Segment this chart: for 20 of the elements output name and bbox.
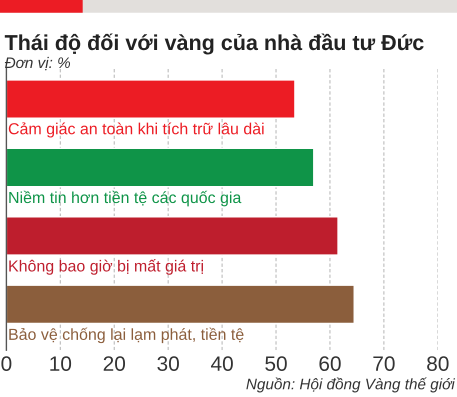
bar xyxy=(6,148,314,188)
chart-subtitle: Đơn vị: % xyxy=(4,56,70,70)
y-tick-label: Không bao giờ bị mất giá trị xyxy=(9,259,203,275)
x-tick-label: 80 xyxy=(427,356,449,372)
text: Nguồn: Hội đồng Vàng thế giới xyxy=(246,378,456,392)
y-tick-label: Niềm tin hơn tiền tệ các quốc gia xyxy=(9,190,242,206)
y-tick-label: Cảm giác an toàn khi tích trữ lâu dài xyxy=(8,122,264,138)
x-tick-label: 0 xyxy=(1,356,12,372)
chart-title: Thái độ đối với vàng của nhà đầu tư Đức xyxy=(4,33,424,55)
bar xyxy=(6,79,296,119)
y-tick-label: Bảo vệ chống lại lạm phát, tiền tệ xyxy=(9,328,244,344)
x-tick-label: 70 xyxy=(373,356,395,372)
bar xyxy=(6,284,355,324)
x-tick-label: 30 xyxy=(157,356,179,372)
bar xyxy=(6,216,339,256)
x-tick-label: 20 xyxy=(104,356,126,372)
x-tick-label: 40 xyxy=(210,356,233,372)
x-tick-label: 10 xyxy=(50,356,72,372)
x-tick-label: 60 xyxy=(319,356,341,372)
x-tick-label: 50 xyxy=(265,356,287,372)
